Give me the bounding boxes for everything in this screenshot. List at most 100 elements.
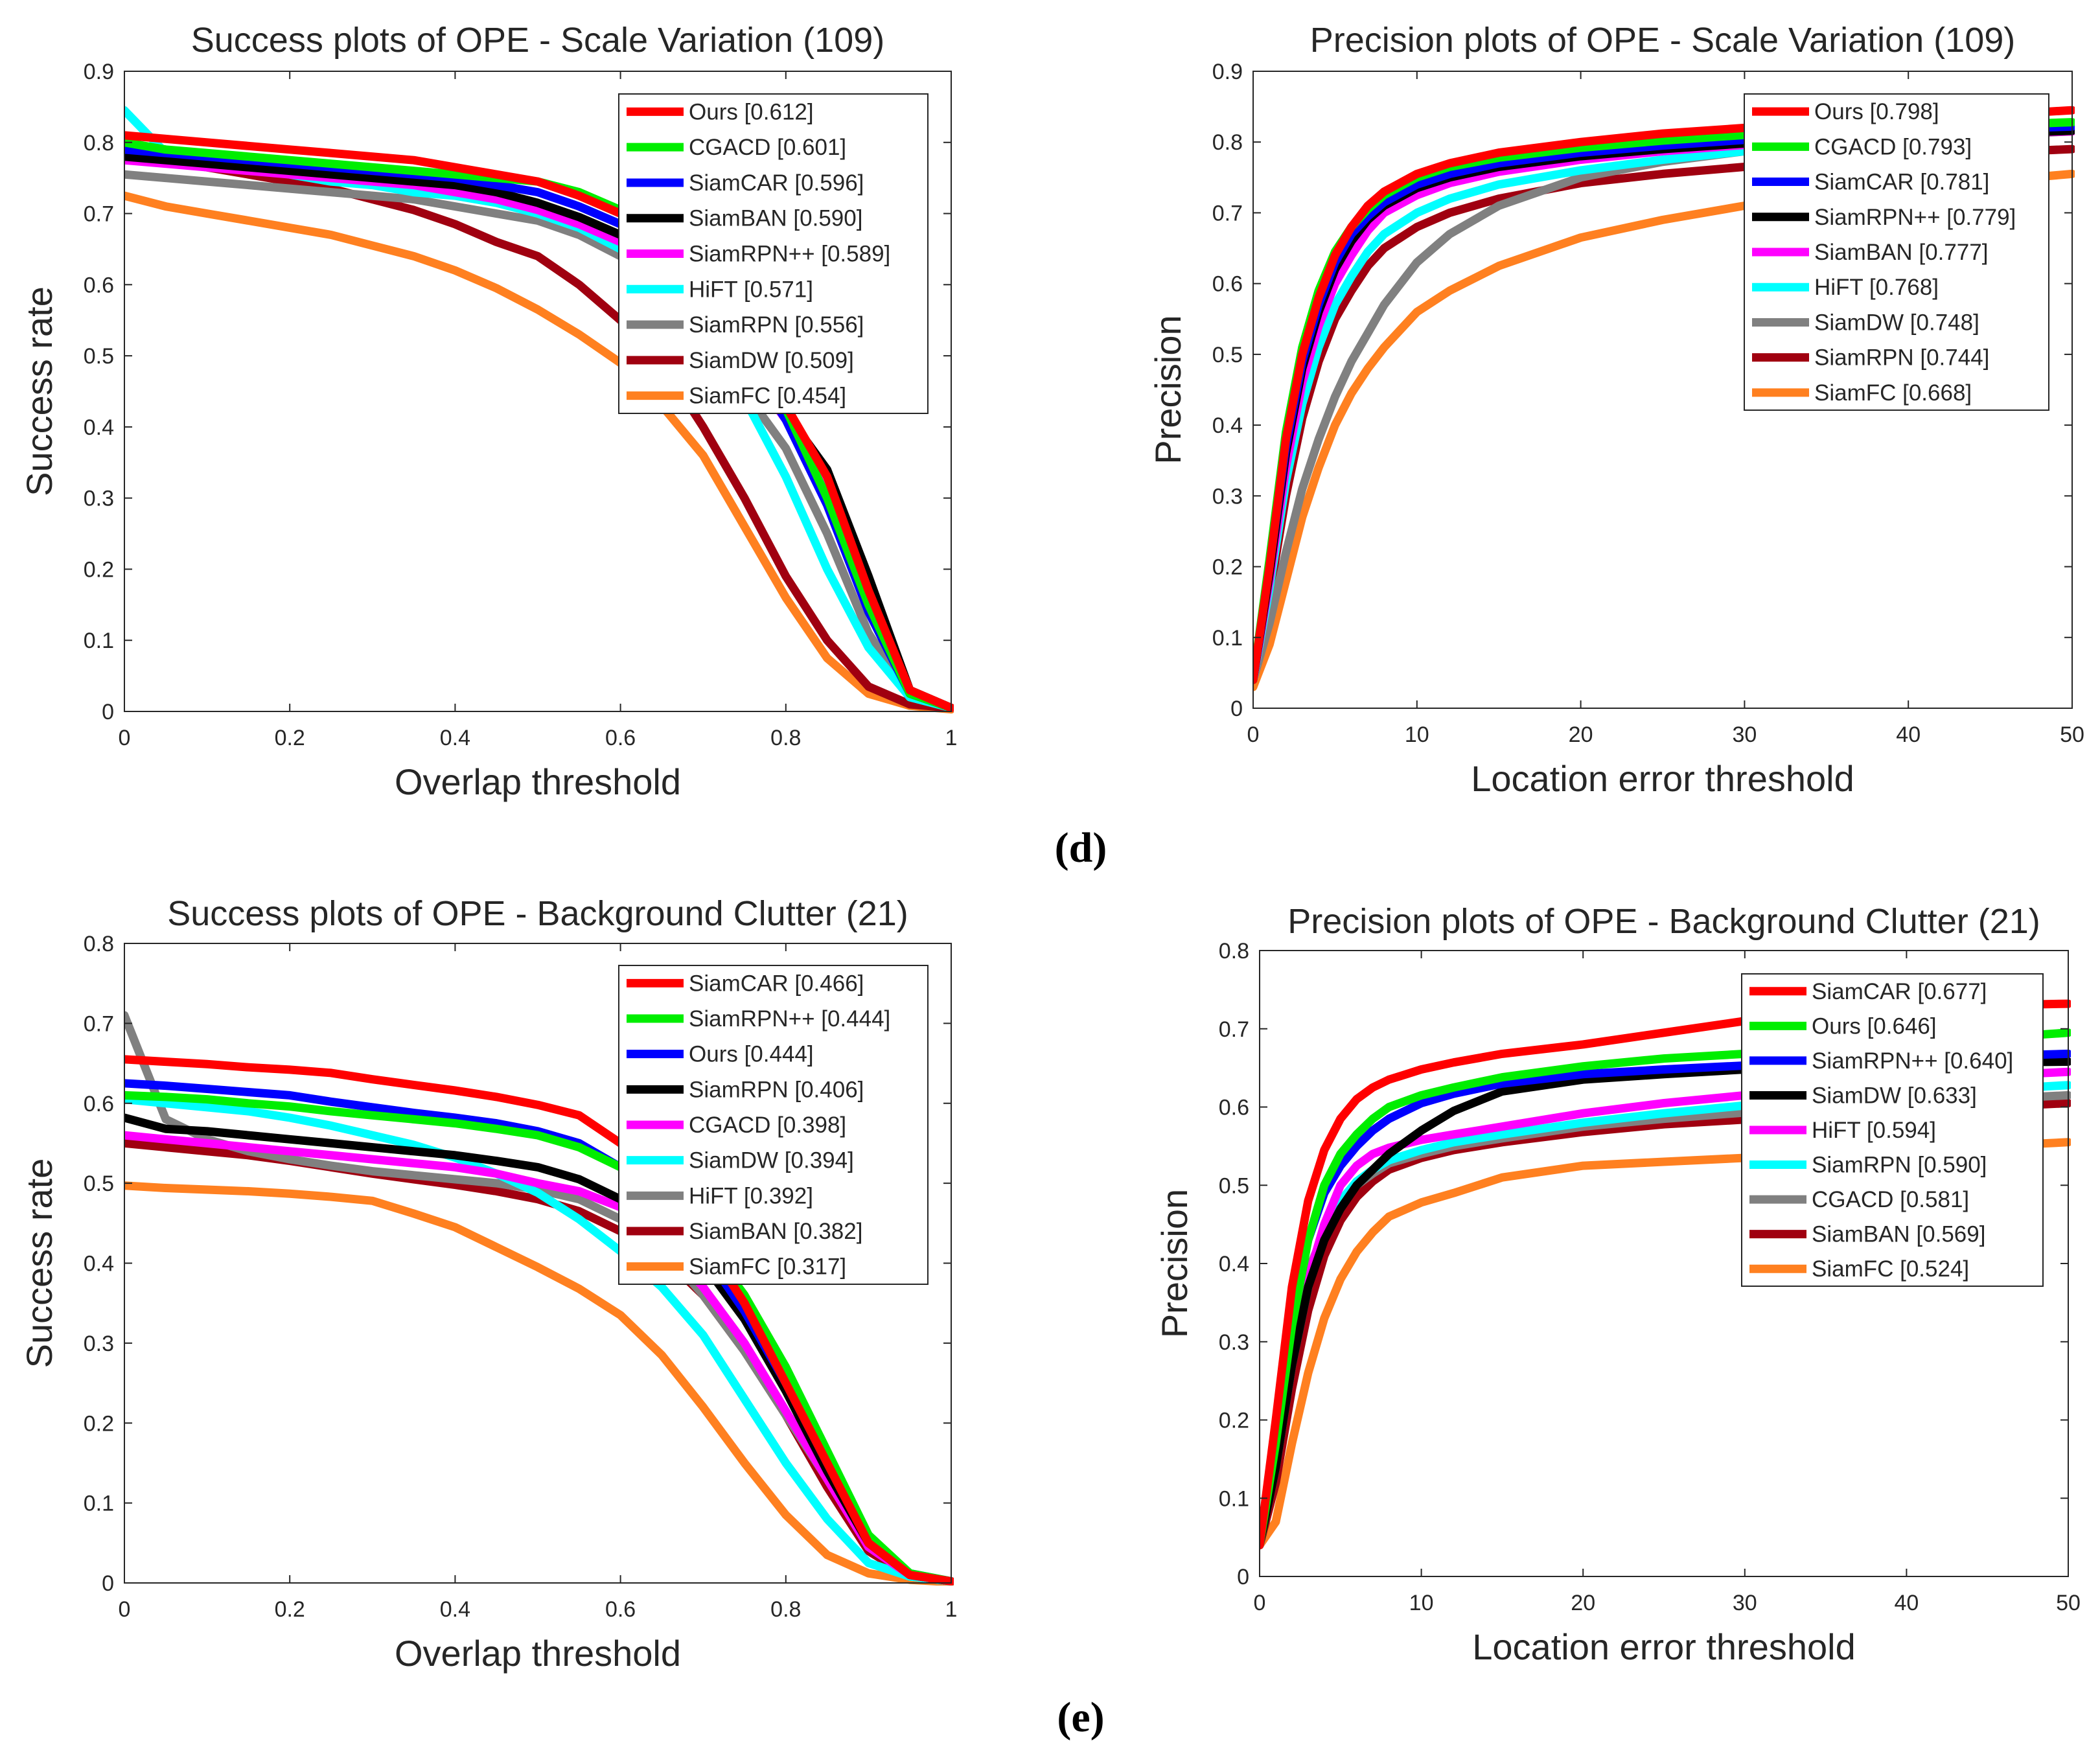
legend-entry: HiFT [0.594] — [1812, 1118, 1936, 1143]
y-tick-label: 0.6 — [84, 1092, 114, 1116]
y-axis-label: Precision — [1154, 1189, 1195, 1338]
x-axis-label: Location error threshold — [1472, 1626, 1855, 1667]
legend-entry: Ours [0.646] — [1812, 1013, 1937, 1039]
legend-entry: SiamBAN [0.590] — [689, 206, 862, 231]
legend-entry: HiFT [0.768] — [1814, 275, 1939, 300]
legend-entry: CGACD [0.793] — [1814, 134, 1972, 159]
legend-entry: Ours [0.444] — [689, 1042, 814, 1067]
legend-entry: SiamFC [0.454] — [689, 384, 846, 409]
chart-precision-background-clutter: 0 10 20 30 40 50 0 0.1 0.2 0.3 0.4 0.5 0.6 0.7 0.8 Prec… — [1154, 902, 2081, 1667]
y-tick-label: 0.8 — [84, 932, 114, 956]
y-tick-label: 0.4 — [84, 415, 114, 440]
y-tick-label: 0.1 — [1219, 1486, 1249, 1511]
y-tick-label: 0.5 — [1219, 1173, 1249, 1198]
x-tick-label: 30 — [1732, 722, 1757, 747]
chart-precision-scale-variation: 0 10 20 30 40 50 0 0.1 0.2 0.3 0.4 0.5 0.6 0.7 0.8 0.9 P… — [1148, 21, 2084, 799]
series-line-4 — [124, 1131, 954, 1586]
y-tick-label: 0.3 — [84, 1332, 114, 1356]
legend: Ours [0.612] CGACD [0.601] SiamCAR [0.596]… — [618, 93, 929, 414]
legend-entry: SiamRPN++ [0.779] — [1814, 205, 2016, 230]
series-line-1 — [124, 1090, 954, 1586]
x-tick-label: 20 — [1569, 722, 1593, 747]
legend: SiamCAR [0.677] Ours [0.646] SiamRPN++ [0.… — [1741, 973, 2044, 1287]
legend-entry: SiamCAR [0.781] — [1814, 170, 1989, 195]
x-tick-label: 10 — [1409, 1591, 1434, 1615]
x-tick-label: 50 — [2060, 722, 2084, 747]
x-tick-label: 0.4 — [440, 1597, 470, 1622]
series-line-5 — [124, 1095, 954, 1586]
legend-entry: CGACD [0.398] — [689, 1113, 846, 1138]
x-axis-label: Location error threshold — [1471, 758, 1854, 799]
y-tick-label: 0.2 — [1212, 555, 1243, 580]
legend-entry: Ours [0.798] — [1814, 99, 1939, 124]
legend-entry: SiamBAN [0.569] — [1812, 1222, 1985, 1247]
legend-entry: SiamFC [0.524] — [1812, 1256, 1969, 1282]
chart-title: Success plots of OPE - Scale Variation (… — [191, 21, 884, 60]
y-tick-label: 0.2 — [84, 557, 114, 582]
legend-entry: SiamFC [0.668] — [1814, 380, 1972, 406]
legend-entry: CGACD [0.581] — [1812, 1187, 1969, 1212]
y-tick-label: 0.9 — [84, 60, 114, 84]
y-axis-label: Precision — [1148, 315, 1188, 464]
chart-success-background-clutter: 0 0.2 0.4 0.6 0.8 1 0 0.1 0.2 0.3 0.4 0.5 0.6 0.7 0.8 S… — [19, 894, 957, 1674]
y-tick-label: 0.8 — [1219, 939, 1249, 964]
legend-entry: SiamBAN [0.382] — [689, 1219, 862, 1244]
y-tick-label: 0 — [102, 1571, 114, 1596]
y-tick-label: 0.5 — [1212, 343, 1243, 367]
y-tick-label: 0.6 — [1212, 272, 1243, 297]
y-tick-label: 0.1 — [84, 1492, 114, 1516]
y-tick-label: 0.2 — [84, 1411, 114, 1436]
series-group — [124, 1011, 954, 1586]
x-tick-label: 0.2 — [275, 726, 305, 750]
series-group — [124, 106, 954, 714]
legend-entry: SiamDW [0.509] — [689, 348, 854, 373]
x-axis-label: Overlap threshold — [395, 761, 681, 802]
y-tick-label: 0.3 — [1212, 484, 1243, 509]
x-tick-label: 40 — [1896, 722, 1921, 747]
y-tick-label: 0.7 — [84, 202, 114, 227]
x-tick-label: 0.8 — [770, 1597, 801, 1622]
legend-entry: SiamRPN [0.406] — [689, 1077, 864, 1102]
y-tick-label: 0.2 — [1219, 1409, 1249, 1433]
panel-letter-e: (e) — [1057, 1694, 1104, 1741]
y-tick-label: 0 — [1230, 697, 1243, 721]
legend-entry: SiamFC [0.317] — [689, 1254, 846, 1280]
x-axis-label: Overlap threshold — [395, 1633, 681, 1674]
y-tick-label: 0.4 — [1212, 413, 1243, 438]
y-tick-label: 0.1 — [1212, 626, 1243, 651]
y-tick-label: 0.4 — [84, 1252, 114, 1276]
legend-entry: SiamRPN++ [0.589] — [689, 242, 890, 267]
chart-success-scale-variation: 0 0.2 0.4 0.6 0.8 1 0 0.1 0.2 0.3 0.4 0.5 0.6 0.7 0.8 0… — [19, 21, 957, 802]
legend-entry: SiamDW [0.394] — [689, 1148, 854, 1173]
y-tick-label: 0.7 — [1219, 1017, 1249, 1042]
y-tick-label: 0.8 — [1212, 130, 1243, 155]
legend-entry: Ours [0.612] — [689, 99, 814, 124]
y-tick-label: 0.8 — [84, 131, 114, 156]
y-tick-label: 0 — [102, 700, 114, 724]
x-tick-label: 0.6 — [605, 726, 636, 750]
y-tick-label: 0 — [1237, 1565, 1249, 1589]
x-tick-label: 0.8 — [770, 726, 801, 750]
y-axis-label: Success rate — [19, 1159, 60, 1368]
chart-title: Success plots of OPE - Background Clutte… — [167, 894, 908, 933]
y-tick-label: 0.7 — [84, 1011, 114, 1036]
series-line-8 — [124, 1181, 954, 1586]
x-tick-label: 40 — [1894, 1591, 1919, 1615]
y-tick-label: 0.9 — [1212, 60, 1243, 84]
legend: SiamCAR [0.466] SiamRPN++ [0.444] Ours [0.… — [618, 965, 929, 1285]
legend-entry: SiamRPN [0.744] — [1814, 345, 1989, 371]
legend-entry: SiamRPN [0.590] — [1812, 1153, 1987, 1178]
legend: Ours [0.798] CGACD [0.793] SiamCAR [0.781]… — [1744, 93, 2049, 411]
y-tick-label: 0.5 — [84, 344, 114, 369]
y-tick-label: 0.6 — [84, 273, 114, 297]
axes-box — [124, 71, 952, 712]
axes-box — [1252, 71, 2073, 709]
legend-entry: SiamCAR [0.596] — [689, 170, 864, 196]
panel-letter-d: (d) — [1055, 824, 1107, 871]
x-tick-label: 10 — [1405, 722, 1429, 747]
chart-title: Precision plots of OPE - Scale Variation… — [1310, 21, 2016, 60]
legend-entry: SiamCAR [0.466] — [689, 971, 864, 996]
legend-entry: HiFT [0.571] — [689, 277, 813, 302]
legend-entry: HiFT [0.392] — [689, 1183, 813, 1208]
